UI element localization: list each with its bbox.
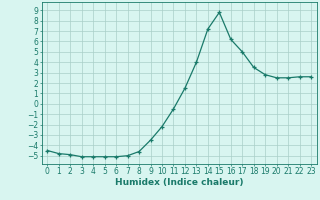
X-axis label: Humidex (Indice chaleur): Humidex (Indice chaleur) bbox=[115, 178, 244, 187]
